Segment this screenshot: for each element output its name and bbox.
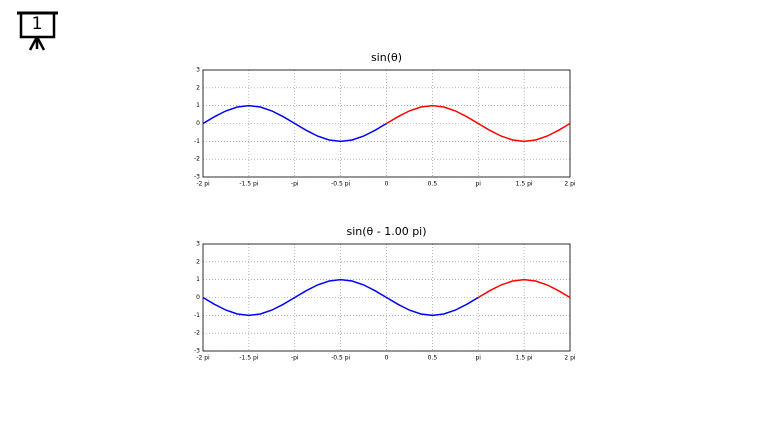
y-tick-label: -2 xyxy=(194,156,200,163)
x-tick-label: -0.5 pi xyxy=(331,181,350,188)
x-tick-label: 1.5 pi xyxy=(516,355,533,362)
y-tick-label: 3 xyxy=(196,241,200,248)
y-tick-label: -1 xyxy=(194,312,200,319)
y-tick-label: -1 xyxy=(194,138,200,145)
data-line xyxy=(477,278,571,299)
x-tick-label: pi xyxy=(476,181,482,188)
x-tick-label: -pi xyxy=(291,181,299,188)
x-tick-label: 0 xyxy=(385,355,389,362)
y-tick-label: -2 xyxy=(194,330,200,337)
y-tick-label: -3 xyxy=(194,348,200,355)
x-tick-label: -2 pi xyxy=(196,355,210,362)
x-tick-label: 1.5 pi xyxy=(516,181,533,188)
x-tick-label: -0.5 pi xyxy=(331,355,350,362)
slide-icon xyxy=(17,11,58,51)
x-tick-label: pi xyxy=(476,355,482,362)
x-tick-label: 2 pi xyxy=(564,355,576,362)
chart-title: sin(θ) xyxy=(371,51,402,64)
y-tick-label: 2 xyxy=(196,258,200,265)
x-tick-label: -1.5 pi xyxy=(239,355,258,362)
data-line xyxy=(202,278,479,317)
y-tick-label: 0 xyxy=(196,294,200,301)
x-tick-label: 0.5 xyxy=(428,355,438,362)
x-tick-label: 2 pi xyxy=(564,181,576,188)
x-tick-label: -1.5 pi xyxy=(239,181,258,188)
slide-number: 1 xyxy=(32,14,43,34)
x-tick-label: 0 xyxy=(385,181,389,188)
x-tick-label: -2 pi xyxy=(196,181,210,188)
data-line xyxy=(202,104,387,143)
chart-title: sin(θ - 1.00 pi) xyxy=(346,225,426,238)
y-tick-label: 1 xyxy=(196,102,200,109)
y-tick-label: 1 xyxy=(196,276,200,283)
y-tick-label: -3 xyxy=(194,174,200,181)
y-tick-label: 2 xyxy=(196,84,200,91)
x-tick-label: -pi xyxy=(291,355,299,362)
x-tick-label: 0.5 xyxy=(428,181,438,188)
y-tick-label: 3 xyxy=(196,67,200,74)
y-tick-label: 0 xyxy=(196,120,200,127)
data-line xyxy=(386,104,571,143)
